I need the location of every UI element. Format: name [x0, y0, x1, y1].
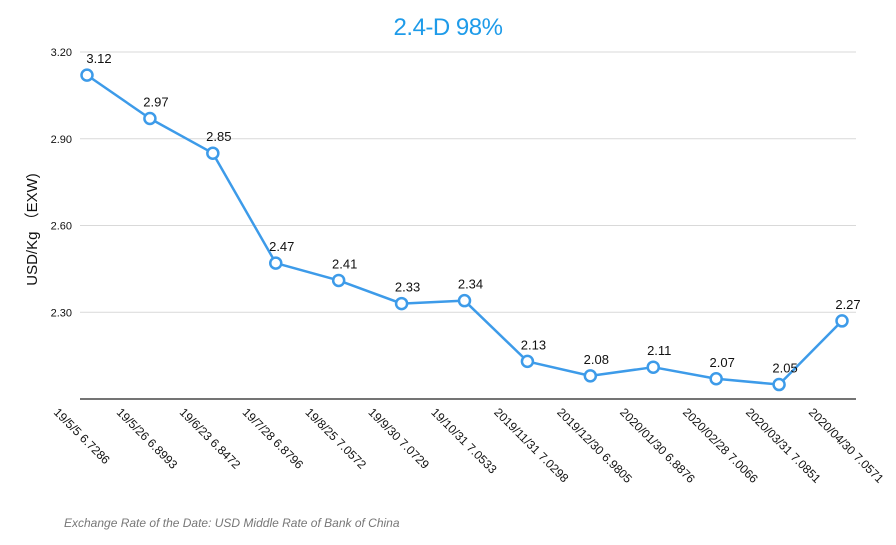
data-label: 2.11 [647, 343, 671, 358]
data-point [269, 256, 283, 270]
data-point [80, 68, 94, 82]
series-line [85, 73, 844, 386]
data-label: 2.05 [772, 361, 797, 376]
x-tick-label: 19/9/30 7.0729 [365, 405, 432, 472]
x-tick-label: 19/5/5 6.7286 [51, 405, 113, 467]
exchange-rate-footnote: Exchange Rate of the Date: USD Middle Ra… [64, 516, 400, 530]
data-label: 2.47 [269, 239, 294, 254]
data-point [835, 314, 849, 328]
data-point [331, 273, 346, 288]
data-point [143, 111, 157, 126]
x-tick-label: 19/5/26 6.8993 [114, 405, 181, 472]
y-tick-label: 2.60 [51, 221, 72, 233]
data-label: 2.97 [143, 95, 168, 110]
data-point [583, 369, 598, 383]
data-point [520, 354, 535, 369]
data-label: 2.27 [835, 297, 860, 312]
data-label: 2.13 [521, 337, 546, 352]
chart-title: 2.4-D 98% [393, 14, 503, 41]
x-tick-label: 19/6/23 6.8472 [177, 405, 244, 472]
data-point [772, 377, 786, 392]
data-point [709, 372, 723, 386]
data-label: 2.41 [332, 256, 357, 271]
data-label: 2.08 [584, 352, 609, 367]
x-tick-label: 19/7/28 6.8796 [240, 405, 307, 472]
data-label: 3.12 [86, 51, 111, 66]
data-label: 2.33 [395, 280, 420, 295]
y-tick-label: 2.90 [51, 134, 72, 146]
x-tick-label: 19/10/31 7.0533 [428, 405, 499, 476]
data-point [457, 293, 472, 308]
x-tick-label: 19/8/25 7.0572 [303, 405, 370, 472]
y-axis-label: USD/Kg （EXW) [24, 173, 41, 286]
data-label: 2.85 [206, 129, 231, 144]
y-tick-label: 3.20 [51, 47, 72, 59]
data-label: 2.07 [710, 355, 735, 370]
data-label: 2.34 [458, 277, 483, 292]
data-point [394, 296, 409, 311]
data-point [206, 146, 220, 160]
data-point [646, 360, 660, 374]
y-tick-label: 2.30 [51, 307, 72, 319]
